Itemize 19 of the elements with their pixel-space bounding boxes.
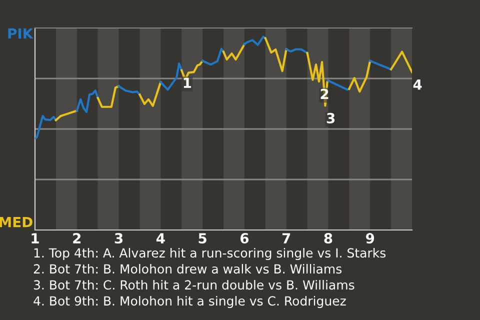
text: PIK: [8, 28, 34, 39]
text: 3. Bot 7th: C. Roth hit a 2-run double vs B. Williams: [34, 280, 354, 290]
text: 4. Bot 9th: B. Molohon hit a single vs C. Rodriguez: [34, 296, 346, 308]
annotation: 4: [413, 79, 422, 90]
x-tick-label: 6: [240, 233, 249, 244]
x-tick-label: 5: [198, 233, 206, 244]
x-tick-label: 1: [32, 233, 39, 244]
text: 1. Top 4th: A. Alvarez hit a run-scoring single vs I. Starks: [34, 248, 386, 260]
x-tick-label: 8: [324, 233, 332, 244]
annotation: 3: [326, 112, 335, 124]
x-tick-label: 9: [366, 233, 374, 244]
x-tick-label: 3: [114, 233, 123, 244]
annotation: 2: [320, 88, 328, 100]
x-tick-label: 4: [156, 233, 165, 244]
annotation: 1: [184, 78, 192, 88]
x-tick-label: 2: [73, 233, 81, 244]
text: MED: [0, 216, 32, 228]
x-tick-label: 7: [282, 233, 290, 244]
text: 2. Bot 7th: B. Molohon drew a walk vs B. Williams: [34, 264, 342, 274]
